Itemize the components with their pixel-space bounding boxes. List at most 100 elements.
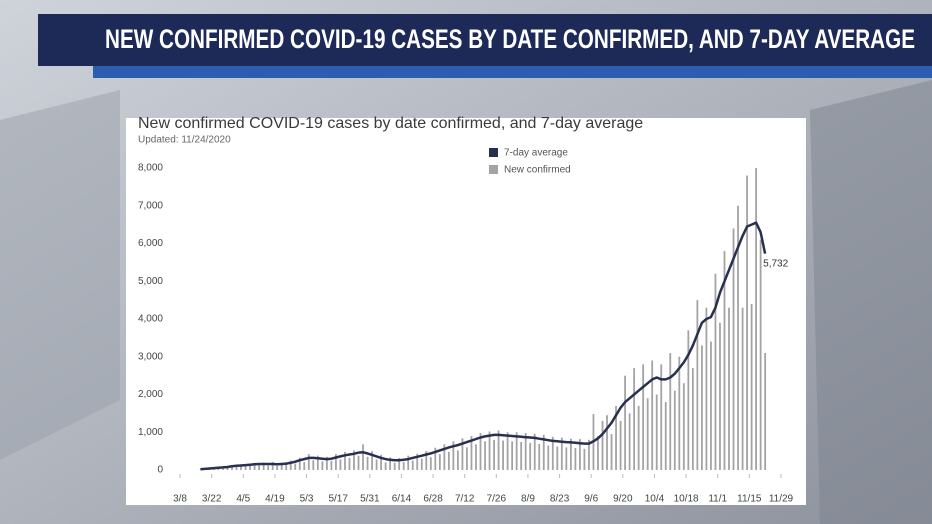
bar [470, 436, 473, 470]
y-tick-label: 4,000 [138, 314, 163, 325]
bar [235, 466, 238, 470]
bar [307, 454, 310, 470]
bar [755, 168, 758, 470]
bar [606, 415, 608, 470]
bar [746, 175, 748, 471]
bar [298, 457, 301, 470]
bar [420, 458, 423, 470]
bar [565, 447, 568, 470]
bar [610, 434, 613, 470]
bar [447, 451, 450, 470]
bar [637, 405, 640, 470]
bar [335, 454, 337, 470]
x-tick-label: 9/20 [613, 494, 633, 505]
chart-title: New confirmed COVID-19 cases by date con… [138, 115, 643, 132]
bar [601, 420, 604, 470]
bar [624, 375, 626, 470]
x-tick-label: 4/19 [265, 494, 285, 505]
x-tick-label: 3/22 [202, 494, 222, 505]
x-tick-label: 10/4 [645, 494, 665, 505]
bar [574, 448, 577, 470]
bar [339, 459, 342, 470]
bar [429, 457, 432, 470]
bar [438, 454, 441, 470]
bar [628, 413, 631, 470]
bar [741, 307, 744, 470]
bar [330, 460, 333, 470]
bar [276, 465, 279, 470]
x-tick-label: 9/6 [584, 494, 598, 505]
bar [398, 457, 401, 470]
bar [316, 455, 319, 470]
bar [452, 441, 455, 470]
x-tick-label: 11/15 [737, 494, 762, 505]
bar [325, 456, 328, 470]
bar [289, 460, 292, 470]
bar [660, 364, 663, 470]
bar [411, 460, 414, 470]
bar [271, 462, 274, 470]
x-tick-label: 5/17 [328, 494, 348, 505]
bar [615, 405, 617, 470]
bar [344, 451, 346, 470]
bar [710, 341, 712, 470]
plot: 0 1,000 2,000 3,000 4,000 5,000 6,000 7,000 8,00… [138, 148, 794, 505]
x-tick-label: 5/3 [300, 494, 314, 505]
y-tick-label: 8,000 [138, 163, 163, 174]
bar [402, 462, 405, 470]
bar [393, 462, 396, 470]
bar [321, 461, 324, 470]
bar [520, 442, 523, 470]
bar [280, 462, 283, 470]
bar [583, 448, 586, 470]
bar [728, 307, 730, 470]
bar [506, 432, 509, 470]
bar [529, 442, 532, 470]
bar [262, 462, 265, 470]
studio-shape [810, 80, 932, 524]
banner-strip [93, 66, 932, 78]
y-tick-label: 1,000 [138, 427, 163, 438]
bar [669, 352, 672, 470]
bar [249, 465, 251, 470]
y-tick-label: 2,000 [138, 389, 163, 400]
bar [511, 441, 514, 470]
bar [231, 465, 233, 470]
bar [362, 444, 364, 470]
bar [366, 456, 369, 470]
bar [655, 394, 658, 470]
x-tick-label: 8/9 [521, 494, 535, 505]
bar [533, 433, 536, 470]
bar [651, 360, 654, 470]
bar [515, 432, 518, 470]
bar [538, 443, 541, 470]
bar [705, 307, 708, 470]
bar [457, 450, 459, 470]
bar [294, 463, 297, 470]
bar [479, 433, 482, 470]
x-tick-label: 10/18 [674, 494, 699, 505]
bar [353, 450, 355, 470]
bar [434, 447, 437, 470]
chart-panel [126, 118, 806, 505]
x-tick-label: 6/14 [392, 494, 412, 505]
bar [240, 464, 242, 470]
x-tick-label: 4/5 [236, 494, 250, 505]
bar [348, 457, 351, 470]
bar [542, 434, 545, 470]
bar [384, 462, 387, 470]
y-tick-label: 5,000 [138, 276, 163, 287]
bar [497, 430, 500, 470]
bar [547, 445, 550, 470]
bar [750, 303, 753, 470]
bar [687, 330, 690, 470]
bar [475, 444, 477, 470]
legend-swatch [489, 165, 498, 174]
value-label: 5,732 [763, 258, 788, 269]
banner-title: NEW CONFIRMED COVID-19 CASES BY DATE CON… [105, 24, 915, 54]
bar [569, 438, 572, 470]
legend-label: New confirmed [504, 165, 571, 176]
bar [664, 402, 667, 470]
bar [579, 439, 581, 470]
average-line [200, 221, 767, 471]
